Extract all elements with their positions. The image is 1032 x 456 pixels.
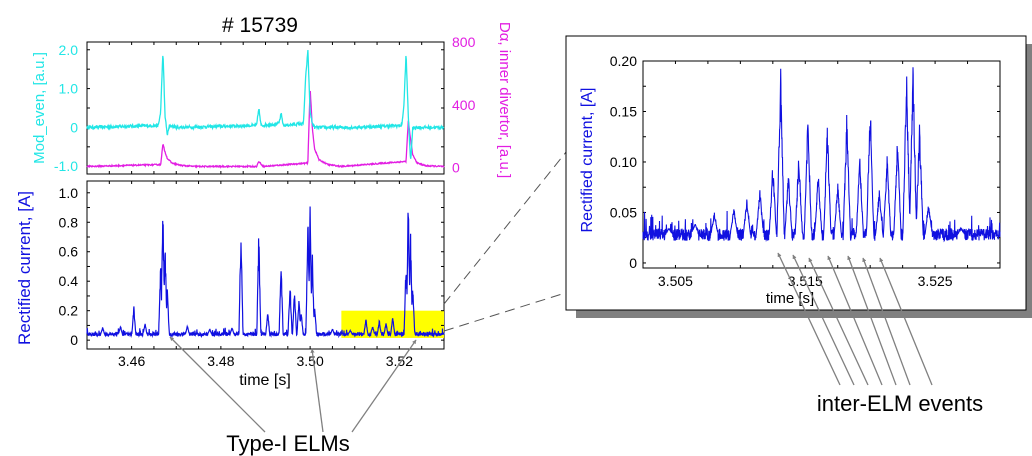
top-right-axis-label: Dα, inner divertor, [a.u.] (496, 22, 513, 178)
top-left-tick-label: -1.0 (54, 158, 78, 174)
bottom-x-tick-labels: 3.46 3.48 3.50 3.52 (118, 353, 413, 369)
dalpha-series-line (86, 90, 445, 169)
top-right-tick-labels: 800 400 0 (452, 34, 476, 176)
inset-x-axis-label: time [s] (766, 290, 814, 307)
bottom-x-tick-label: 3.50 (297, 353, 324, 369)
bottom-y-axis-label: Rectified current, [A] (15, 191, 34, 345)
inset-y-tick-label: 0 (629, 255, 637, 271)
top-left-axis-label: Mod_even, [a.u.] (31, 52, 48, 164)
bottom-x-tick-label: 3.46 (118, 353, 145, 369)
inset-y-tick-label: 0.05 (610, 204, 637, 220)
bottom-y-tick-label: 0.2 (59, 303, 79, 319)
mod-even-series-line (86, 49, 445, 159)
inset-x-tick-label: 3.525 (918, 273, 953, 289)
top-left-tick-label: 2.0 (59, 42, 79, 58)
type1-elm-arrow-1 (169, 336, 266, 433)
bottom-y-tick-label: 0.4 (59, 273, 79, 289)
inset-tick-marks (643, 60, 1001, 268)
top-panel-frame (86, 41, 445, 175)
inset-y-tick-labels: 0.20 0.15 0.10 0.05 0 (610, 53, 637, 271)
inset-y-tick-label: 0.15 (610, 103, 637, 119)
bottom-y-tick-label: 0.8 (59, 214, 79, 230)
figure-title: # 15739 (222, 14, 298, 37)
bottom-panel: 1.0 0.8 0.6 0.4 0.2 0 3.46 3.48 3.50 3.52 time [… (15, 180, 445, 389)
top-right-tick-label: 0 (452, 160, 460, 176)
bottom-x-tick-label: 3.48 (207, 353, 234, 369)
inter-elm-arrows (777, 252, 933, 386)
inter-elm-arrow-1 (777, 252, 841, 386)
bottom-y-tick-label: 0.6 (59, 244, 79, 260)
inset-rectified-current-line (642, 67, 1001, 243)
rectified-current-series-line (86, 206, 445, 339)
inset-y-tick-label: 0.20 (610, 53, 637, 69)
top-right-tick-label: 800 (452, 34, 476, 50)
top-right-tick-label: 400 (452, 97, 476, 113)
inter-elm-arrow-2 (792, 254, 855, 386)
inset-y-axis-label: Rectified current, [A] (579, 88, 596, 233)
bottom-tick-marks (86, 181, 445, 349)
bottom-y-tick-labels: 1.0 0.8 0.6 0.4 0.2 0 (59, 185, 79, 348)
type1-elm-arrow-2 (310, 348, 324, 433)
type1-elms-label: Type-I ELMs (226, 431, 349, 456)
top-left-tick-labels: 2.0 1.0 0 -1.0 (54, 42, 78, 174)
type1-elm-arrows (169, 336, 417, 433)
type1-elm-arrow-3 (351, 339, 417, 433)
bottom-y-tick-label: 1.0 (59, 185, 79, 201)
inter-elm-arrow-5 (847, 255, 897, 386)
zoom-connector-lower (443, 267, 646, 332)
bottom-x-axis-label: time [s] (239, 372, 291, 389)
inter-elm-arrow-4 (827, 255, 883, 386)
inter-elm-arrow-7 (879, 257, 933, 386)
top-panel: # 15739 2.0 1.0 0 -1.0 800 400 0 Mod_even, [a… (31, 14, 513, 178)
top-left-tick-label: 1.0 (59, 81, 79, 97)
inter-elm-arrow-3 (808, 257, 869, 386)
inter-elm-events-label: inter-ELM events (817, 391, 983, 416)
top-left-tick-label: 0 (70, 119, 78, 135)
bottom-y-tick-label: 0 (70, 332, 78, 348)
inset-y-tick-label: 0.10 (610, 154, 637, 170)
inset-x-tick-label: 3.505 (658, 273, 693, 289)
bottom-x-tick-label: 3.52 (386, 353, 413, 369)
inter-elm-arrow-6 (862, 257, 911, 386)
